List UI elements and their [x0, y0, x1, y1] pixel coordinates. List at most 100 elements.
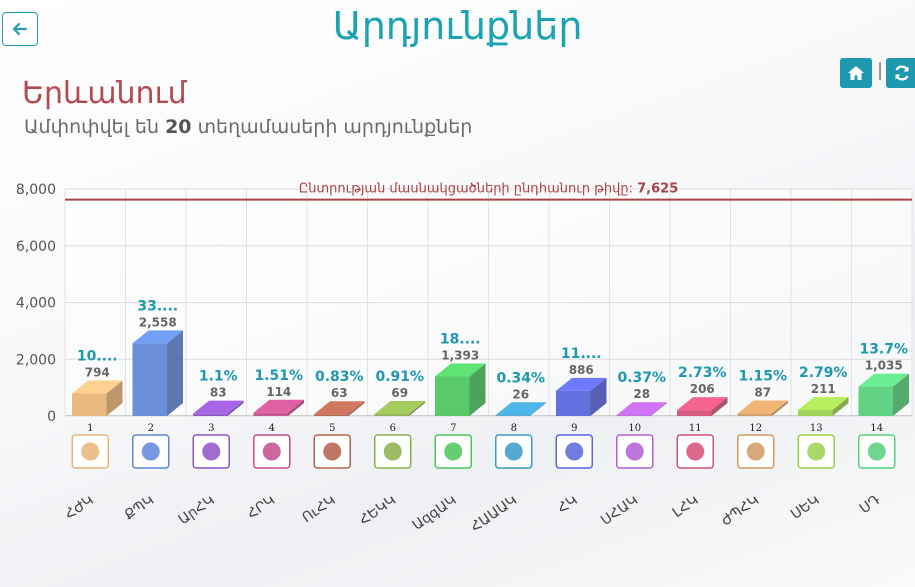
party-label: ԺՊՀԿ: [718, 492, 762, 529]
subtitle-suffix: տեղամասերի արդյունքներ: [197, 116, 473, 138]
percent-label: 18....: [440, 331, 481, 347]
bar-side: [832, 397, 849, 416]
bar-side: [288, 399, 304, 416]
bar-side: [711, 397, 728, 416]
bar: [677, 410, 712, 416]
party-label: ԱրՀԿ: [176, 492, 218, 528]
percent-label: 0.34%: [496, 370, 545, 386]
y-tick-label: 2,000: [16, 352, 56, 368]
bar-top: [677, 397, 728, 411]
bar-top: [132, 330, 183, 344]
value-label: 1,035: [865, 359, 903, 373]
party-label: ՍՀԱԿ: [598, 492, 641, 529]
party-logo-mark: [746, 442, 765, 461]
home-icon: [848, 66, 864, 80]
bar: [495, 415, 530, 416]
party-label: ԱզգԱԿ: [410, 492, 460, 534]
party-number: 11: [689, 423, 702, 434]
party-logo-mark: [504, 442, 523, 461]
party-logo-mark: [141, 442, 160, 461]
value-label: 886: [569, 363, 594, 377]
bar-top: [495, 402, 546, 416]
party-logo-mark: [444, 442, 463, 461]
chart-floor: [65, 415, 912, 416]
bar-side: [409, 401, 425, 416]
bar-top: [72, 380, 123, 394]
bar-top: [253, 399, 304, 413]
arrow-left-icon: [12, 22, 28, 36]
bar: [132, 343, 167, 416]
bar-top: [435, 363, 486, 377]
bar: [193, 413, 228, 416]
party-label: ՀՐԿ: [244, 492, 278, 522]
value-label: 1,393: [441, 348, 479, 362]
bar-top: [858, 373, 909, 387]
party-number: 6: [390, 423, 396, 434]
back-button[interactable]: [2, 12, 38, 46]
city-heading: Երևանում: [22, 76, 187, 111]
party-label: ԼՀԿ: [670, 492, 702, 521]
party-number: 8: [511, 423, 517, 434]
value-label: 206: [690, 382, 715, 396]
toolbar-separator: |: [877, 60, 884, 81]
bar: [737, 413, 772, 416]
party-logo-mark: [323, 442, 342, 461]
bar-side: [106, 380, 123, 416]
party-logo-mark: [262, 442, 281, 461]
bar-top: [616, 402, 667, 416]
party-number: 3: [208, 423, 214, 434]
party-logo-mark: [625, 442, 644, 461]
bar-top: [556, 377, 607, 391]
page-title: Արդյունքներ: [332, 4, 583, 48]
party-logo-mark: [867, 442, 886, 461]
bar-side: [893, 373, 909, 416]
party-number: 13: [810, 423, 823, 434]
bar-top: [314, 401, 365, 415]
value-label: 28: [633, 387, 650, 401]
party-number: 12: [749, 423, 762, 434]
bar: [253, 412, 288, 416]
party-label: ՍԴ: [857, 492, 884, 517]
subtitle-prefix: Ամփոփվել են: [24, 116, 160, 138]
home-button[interactable]: [840, 58, 872, 88]
bar: [374, 414, 409, 416]
percent-label: 1.15%: [738, 369, 787, 385]
party-label: ՀԵԿԿ: [356, 492, 399, 528]
refresh-icon: [895, 65, 909, 81]
bar-side: [772, 400, 788, 416]
party-label: ՀԿ: [555, 492, 581, 517]
bar-top: [737, 400, 788, 414]
party-label: ՀԱԱԱԿ: [468, 492, 520, 535]
y-tick-label: 6,000: [16, 239, 56, 255]
percent-label: 33....: [137, 298, 178, 314]
value-label: 69: [391, 386, 408, 400]
y-tick-label: 4,000: [16, 296, 56, 312]
party-number: 14: [870, 423, 883, 434]
party-logo-mark: [81, 442, 100, 461]
bar: [435, 376, 470, 416]
value-label: 87: [754, 386, 771, 400]
percent-label: 0.91%: [375, 369, 424, 385]
y-tick-label: 8,000: [16, 182, 56, 198]
results-chart: 0 2,000 4,000 6,000 8,000 Ընտրության մասնակցա…: [16, 182, 913, 535]
y-tick-label: 0: [47, 409, 56, 425]
bar-side: [530, 402, 546, 416]
bar-side: [348, 401, 365, 416]
party-number: 2: [148, 423, 154, 434]
value-label: 211: [811, 382, 836, 396]
party-label: ՔՊԿ: [122, 492, 157, 523]
party-number: 9: [571, 423, 577, 434]
refresh-button[interactable]: [886, 58, 915, 88]
party-logo-mark: [565, 442, 584, 461]
value-label: 794: [85, 365, 110, 379]
percent-label: 10....: [77, 348, 118, 364]
bar: [314, 414, 349, 416]
party-logo-mark: [807, 442, 826, 461]
percent-label: 13.7%: [859, 342, 908, 358]
bar-side: [590, 377, 607, 416]
bar-side: [651, 402, 667, 416]
value-label: 26: [512, 387, 529, 401]
party-label: ՍԵԿ: [788, 492, 822, 523]
party-number: 1: [87, 423, 93, 434]
party-logo-mark: [686, 442, 705, 461]
